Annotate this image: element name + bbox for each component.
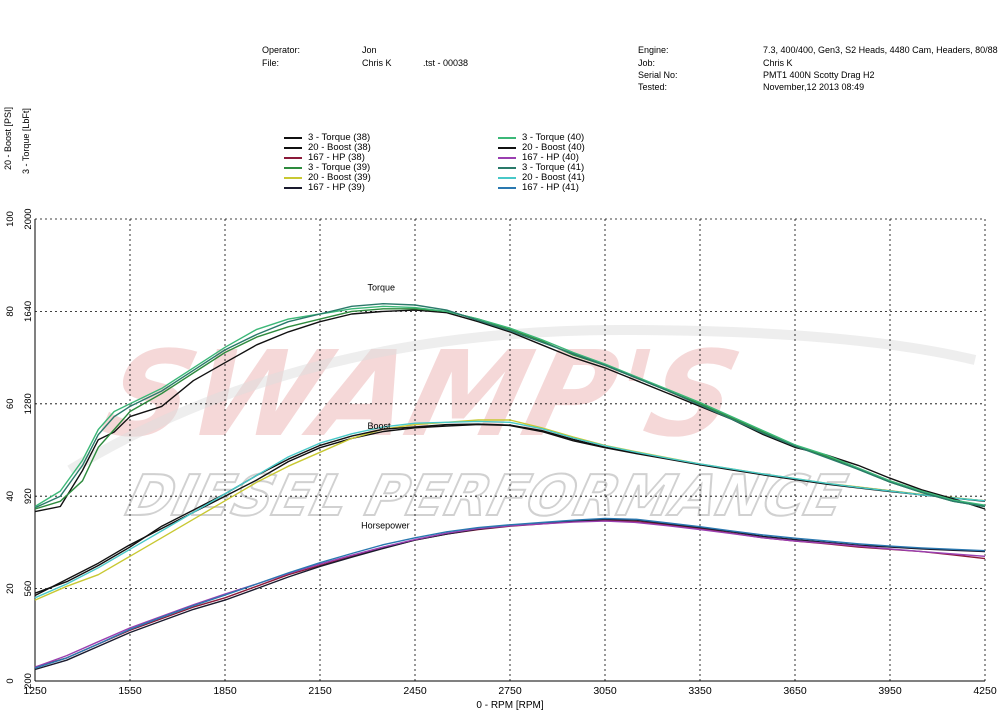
annotation-label: Torque xyxy=(368,283,396,293)
legend-swatch xyxy=(284,167,302,169)
job-label: Job: xyxy=(638,58,656,68)
axes: 1250 1550 1850 2150 2450 2750 3050 3350 3650 3950… xyxy=(5,208,997,711)
serial-value: PMT1 400N Scotty Drag H2 xyxy=(763,70,875,80)
x-tick-label: 2150 xyxy=(308,685,332,697)
annotation-label: Boost xyxy=(368,421,392,431)
legend-entry: 167 - HP (40) xyxy=(498,153,585,163)
boost-tick-label: 40 xyxy=(5,491,16,502)
legend-swatch xyxy=(284,147,302,149)
legend-label: 167 - HP (38) xyxy=(308,152,365,163)
series-line-t41 xyxy=(34,303,986,509)
boost-tick-label: 80 xyxy=(5,306,16,317)
torque-tick-label: 2000 xyxy=(23,208,34,229)
legend-right: 3 - Torque (40) 20 - Boost (40) 167 - HP (… xyxy=(498,133,585,193)
x-tick-label: 3050 xyxy=(593,685,617,697)
legend-entry: 3 - Torque (39) xyxy=(284,163,371,173)
legend-swatch xyxy=(284,137,302,139)
x-tick-label: 3650 xyxy=(783,685,807,697)
legend-swatch xyxy=(498,147,516,149)
legend-swatch xyxy=(498,177,516,179)
legend-swatch xyxy=(284,187,302,189)
torque-tick-label: 200 xyxy=(23,673,34,689)
grid xyxy=(35,218,986,681)
legend-swatch xyxy=(284,177,302,179)
legend-entry: 20 - Boost (39) xyxy=(284,173,371,183)
boost-tick-label: 0 xyxy=(5,678,16,683)
file-extra: .tst - 00038 xyxy=(423,58,469,68)
legend-label: 3 - Torque (41) xyxy=(522,162,585,173)
serial-label: Serial No: xyxy=(638,70,678,80)
boost-tick-label: 60 xyxy=(5,399,16,410)
operator-value: Jon xyxy=(362,45,377,55)
legend-entry: 3 - Torque (40) xyxy=(498,133,585,143)
watermark-swoosh xyxy=(67,324,977,475)
legend-entry: 167 - HP (39) xyxy=(284,183,371,193)
series-line-t40 xyxy=(34,305,986,508)
legend-label: 20 - Boost (39) xyxy=(308,172,371,183)
x-tick-label: 3350 xyxy=(688,685,712,697)
boost-tick-label: 20 xyxy=(5,583,16,594)
torque-tick-label: 1640 xyxy=(23,301,34,322)
legend-label: 20 - Boost (38) xyxy=(308,142,371,153)
operator-label: Operator: xyxy=(262,45,301,55)
x-tick-label: 1550 xyxy=(118,685,142,697)
legend-label: 167 - HP (39) xyxy=(308,182,365,193)
legend-entry: 3 - Torque (38) xyxy=(284,133,371,143)
legend-swatch xyxy=(498,167,516,169)
torque-tick-label: 1280 xyxy=(23,393,34,414)
x-tick-label: 3950 xyxy=(878,685,902,697)
engine-label: Engine: xyxy=(638,45,669,55)
series-line-h40 xyxy=(34,520,986,668)
legend-label: 3 - Torque (39) xyxy=(308,162,371,173)
annotations: Torque Boost Horsepower xyxy=(361,283,410,531)
tested-label: Tested: xyxy=(638,82,668,92)
x-tick-label: 1250 xyxy=(23,685,47,697)
legend-entry: 167 - HP (41) xyxy=(498,183,585,193)
annotation-label: Horsepower xyxy=(361,521,410,531)
legend-label: 20 - Boost (40) xyxy=(522,142,585,153)
legend-left: 3 - Torque (38) 20 - Boost (38) 167 - HP (… xyxy=(284,133,371,193)
engine-value: 7.3, 400/400, Gen3, S2 Heads, 4480 Cam, … xyxy=(763,45,998,55)
torque-tick-label: 560 xyxy=(23,581,34,597)
legend-entry: 20 - Boost (38) xyxy=(284,143,371,153)
x-tick-label: 1850 xyxy=(213,685,237,697)
legend-label: 167 - HP (40) xyxy=(522,152,579,163)
job-value: Chris K xyxy=(763,58,793,68)
x-tick-label: 2450 xyxy=(403,685,427,697)
boost-tick-label: 100 xyxy=(5,211,16,227)
x-tick-label: 2750 xyxy=(498,685,522,697)
legend-entry: 20 - Boost (40) xyxy=(498,143,585,153)
legend-entry: 20 - Boost (41) xyxy=(498,173,585,183)
series-line-h41 xyxy=(34,517,986,669)
legend-label: 3 - Torque (40) xyxy=(522,132,585,143)
legend-swatch xyxy=(498,187,516,189)
series-lines xyxy=(34,303,986,671)
file-value: Chris K xyxy=(362,58,392,68)
torque-tick-label: 920 xyxy=(23,488,34,504)
legend-label: 20 - Boost (41) xyxy=(522,172,585,183)
legend-entry: 167 - HP (38) xyxy=(284,153,371,163)
tested-value: November,12 2013 08:49 xyxy=(763,82,865,92)
x-axis-title: 0 - RPM [RPM] xyxy=(476,700,543,711)
legend-entry: 3 - Torque (41) xyxy=(498,163,585,173)
x-tick-label: 4250 xyxy=(973,685,997,697)
series-line-b41 xyxy=(34,420,986,599)
file-label: File: xyxy=(262,58,280,68)
legend-label: 3 - Torque (38) xyxy=(308,132,371,143)
legend-swatch xyxy=(498,157,516,159)
legend-swatch xyxy=(284,157,302,159)
legend-label: 167 - HP (41) xyxy=(522,182,579,193)
legend-swatch xyxy=(498,137,516,139)
